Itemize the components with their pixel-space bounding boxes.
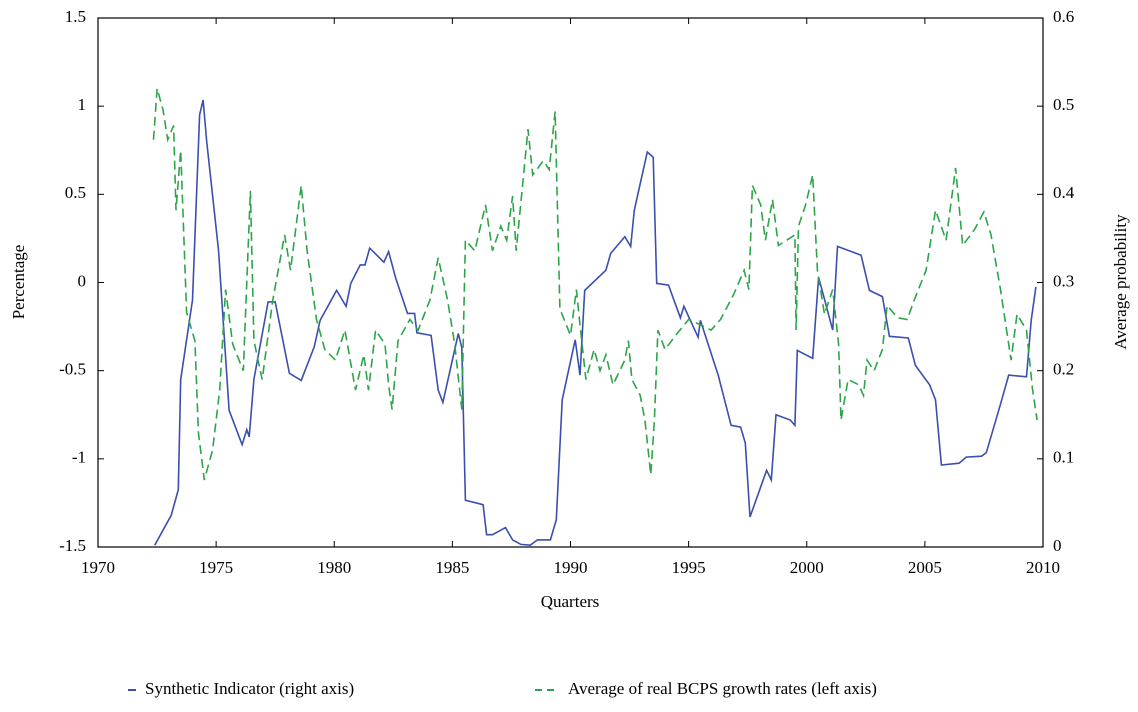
x-tick-label: 1985 [435,558,469,577]
plot-frame [97,17,1044,548]
y-tick-label: 1 [78,95,87,114]
y2-tick-label: 0.6 [1053,7,1074,26]
series-line [152,88,1038,481]
y2-tick-label: 0.3 [1053,271,1074,290]
y2-tick-label: 0.1 [1053,448,1074,467]
x-tick-label: 1990 [554,558,588,577]
x-tick-label: 2010 [1026,558,1060,577]
legend-label: Average of real BCPS growth rates (left … [568,679,877,698]
y2-tick-label: 0.2 [1053,360,1074,379]
y-tick-label: -0.5 [59,360,86,379]
legend-label: Synthetic Indicator (right axis) [145,679,354,698]
y-tick-label: 0.5 [65,183,86,202]
y-tick-label: -1.5 [59,536,86,555]
y-tick-label: 0 [78,271,87,290]
y2-tick-label: 0.4 [1053,183,1075,202]
series-line [153,99,1037,547]
x-tick-label: 2000 [790,558,824,577]
x-tick-label: 1970 [81,558,115,577]
y-tick-label: 1.5 [65,7,86,26]
y2-tick-label: 0.5 [1053,95,1074,114]
x-tick-label: 1995 [672,558,706,577]
y2-axis-label: Average probability [1111,214,1130,350]
x-tick-label: 1980 [317,558,351,577]
y-tick-label: -1 [72,448,86,467]
x-axis-label: Quarters [541,592,600,611]
x-tick-label: 1975 [199,558,233,577]
y-axis-label: Percentage [9,245,28,320]
y2-tick-label: 0 [1053,536,1062,555]
x-tick-label: 2005 [908,558,942,577]
